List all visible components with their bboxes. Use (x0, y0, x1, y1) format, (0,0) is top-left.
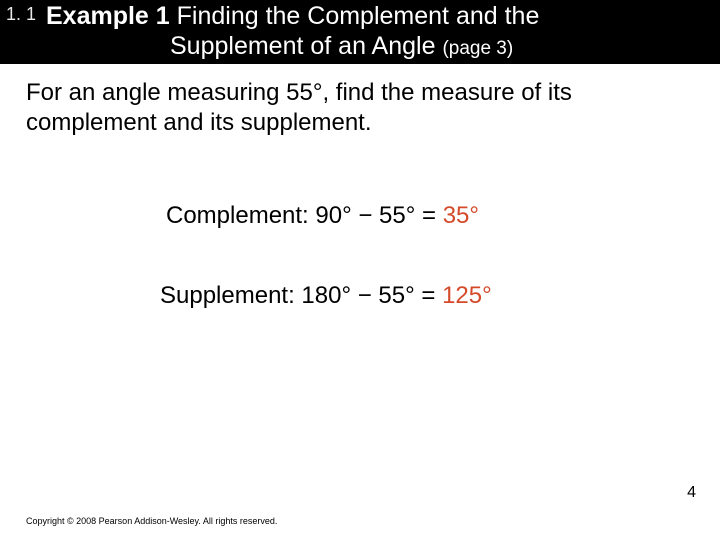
complement-answer: 35° (443, 202, 479, 229)
example-label: Example 1 (46, 2, 170, 30)
page-number: 4 (687, 484, 696, 502)
problem-prompt: For an angle measuring 55°, find the mea… (26, 78, 694, 138)
slide-body: For an angle measuring 55°, find the mea… (0, 64, 720, 138)
slide-header: 1. 1 Example 1 Finding the Complement an… (0, 0, 720, 64)
title-rest-1: Finding the Complement and the (170, 2, 540, 30)
title-line-2: Supplement of an Angle (page 3) (170, 32, 513, 61)
section-number: 1. 1 (6, 4, 36, 25)
title-page-ref: (page 3) (442, 38, 513, 59)
title-line-1: Example 1 Finding the Complement and the (46, 2, 539, 31)
complement-expression: Complement: 90° − 55° = (166, 202, 443, 229)
title-main-2: Supplement of an Angle (170, 32, 442, 60)
copyright-text: Copyright © 2008 Pearson Addison-Wesley.… (26, 516, 277, 526)
supplement-expression: Supplement: 180° − 55° = (160, 282, 442, 309)
supplement-equation: Supplement: 180° − 55° = 125° (160, 282, 492, 310)
supplement-answer: 125° (442, 282, 492, 309)
complement-equation: Complement: 90° − 55° = 35° (166, 202, 479, 230)
